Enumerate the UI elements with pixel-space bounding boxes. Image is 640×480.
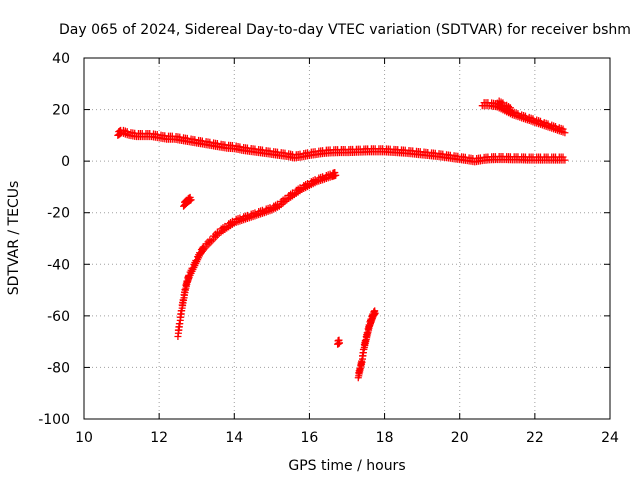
- y-tick-label: -20: [47, 206, 70, 222]
- y-tick-label: -80: [47, 360, 70, 376]
- grid: [84, 58, 610, 419]
- x-tick-label: 16: [301, 430, 319, 446]
- data-point: [335, 339, 343, 347]
- data-point: [508, 108, 516, 116]
- series-6: [334, 336, 343, 348]
- x-tick-label: 14: [225, 430, 243, 446]
- series-3: [174, 169, 340, 340]
- data-points: [114, 97, 569, 382]
- x-axis-title: GPS time / hours: [288, 458, 405, 474]
- x-tick-label: 18: [376, 430, 394, 446]
- y-tick-label: -40: [47, 257, 70, 273]
- data-point: [561, 129, 569, 137]
- x-tick-label: 20: [451, 430, 469, 446]
- y-tick-label: 20: [52, 103, 70, 119]
- x-tick-label: 10: [75, 430, 93, 446]
- series-1: [114, 126, 569, 166]
- data-point: [521, 112, 529, 120]
- data-point: [544, 120, 552, 128]
- y-tick-label: 40: [52, 51, 70, 67]
- x-tick-label: 22: [526, 430, 544, 446]
- data-point: [332, 171, 340, 179]
- plot-frame: [83, 57, 611, 420]
- data-point: [506, 104, 514, 112]
- data-point: [371, 309, 379, 317]
- x-tick-label: 12: [150, 430, 168, 446]
- y-tick-label: -60: [47, 309, 70, 325]
- data-point: [561, 156, 569, 164]
- data-point: [536, 117, 544, 125]
- y-axis-title: SDTVAR / TECUs: [6, 181, 22, 296]
- axis-ticks: [83, 57, 611, 420]
- series-4: [180, 193, 195, 210]
- data-point: [123, 128, 131, 136]
- data-point: [187, 196, 195, 204]
- series-2: [478, 97, 569, 137]
- y-tick-label: 0: [61, 154, 70, 170]
- x-tick-labels: 10 12 14 16 18 20 22 24: [75, 430, 619, 446]
- data-point: [529, 115, 537, 123]
- x-tick-label: 24: [601, 430, 619, 446]
- y-tick-labels: -100 -80 -60 -40 -20 0 20 40: [38, 51, 70, 428]
- y-tick-label: -100: [38, 412, 70, 428]
- data-point: [559, 125, 567, 133]
- data-point: [514, 110, 522, 118]
- series-5: [354, 307, 379, 382]
- chart-title: Day 065 of 2024, Sidereal Day-to-day VTE…: [59, 22, 631, 38]
- data-point: [552, 122, 560, 130]
- data-point: [499, 99, 507, 107]
